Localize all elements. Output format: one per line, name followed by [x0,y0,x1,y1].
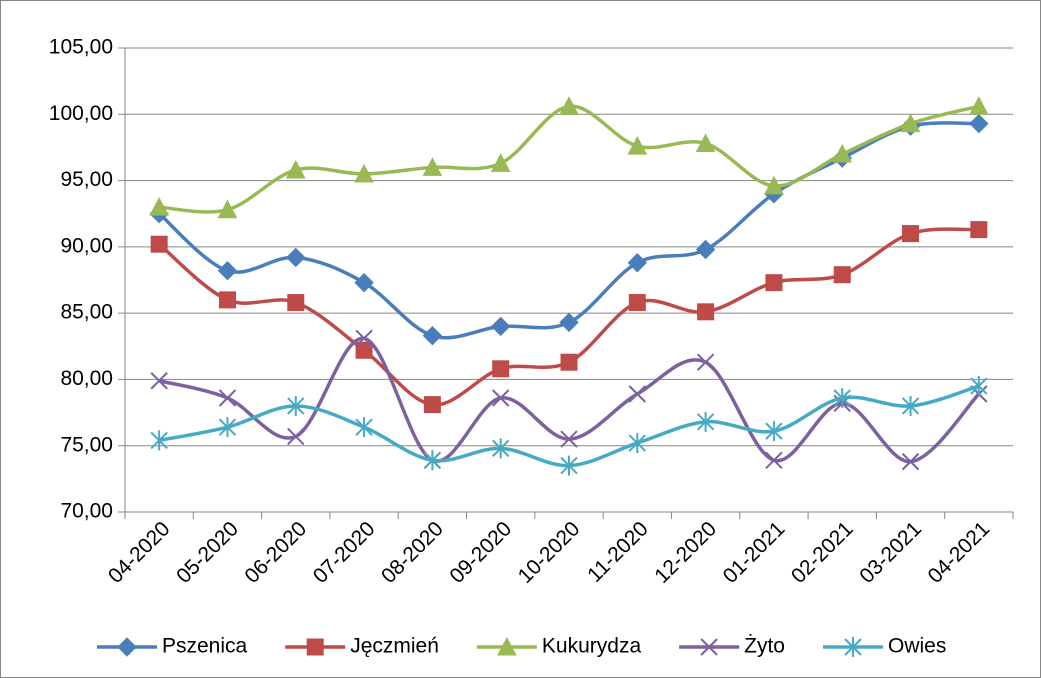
marker [700,638,718,656]
marker [559,96,579,115]
marker [491,389,510,407]
marker [423,396,441,414]
marker [149,197,169,216]
marker [696,353,715,371]
marker [218,389,237,407]
legend-label: Kukurydza [542,635,642,658]
marker [287,294,305,312]
marker [287,427,305,446]
y-tick-label: 70,00 [60,500,113,523]
marker [765,451,783,470]
y-tick-label: 75,00 [60,433,113,456]
marker [150,235,168,253]
marker [286,247,306,268]
marker [492,360,510,378]
marker [695,133,716,152]
marker [901,395,920,416]
marker [833,266,851,284]
marker [422,325,443,346]
marker [490,153,511,172]
marker [627,136,648,155]
marker [217,199,238,219]
legend-label: Jęczmień [350,635,439,658]
legend-label: Żyto [744,635,785,658]
marker [218,291,236,309]
marker [490,316,511,337]
legend-label: Owies [888,635,946,658]
marker [900,113,921,133]
y-tick-label: 95,00 [60,168,113,191]
y-tick-label: 100,00 [49,102,113,125]
marker [423,450,442,471]
marker [354,272,374,293]
marker [628,385,647,403]
marker [491,438,510,459]
marker [560,353,578,371]
marker [765,274,783,292]
marker [354,163,374,183]
marker [355,329,373,348]
marker [355,341,373,359]
y-tick-label: 90,00 [60,234,113,257]
marker [117,637,137,657]
legend: Pszenica Jęczmień Kukurydza Żyto Owies [97,635,946,658]
marker [970,376,988,397]
marker [285,159,306,179]
y-tick-label: 105,00 [49,36,113,59]
marker [628,433,647,454]
marker [627,253,648,273]
marker [628,294,646,312]
marker [844,637,862,657]
marker [150,372,168,390]
marker [765,421,783,442]
marker [560,430,578,448]
marker [355,417,373,438]
marker [150,430,168,451]
marker [697,303,715,321]
marker [559,312,579,333]
marker [422,157,443,176]
marker [560,455,578,476]
legend-label: Pszenica [162,635,248,658]
marker [969,113,989,134]
marker [497,636,517,656]
marker [970,221,988,239]
marker [217,261,238,281]
marker [306,638,324,656]
marker [902,225,920,243]
marker [287,395,305,416]
marker [764,175,784,195]
y-tick-label: 85,00 [60,301,113,324]
marker [901,452,920,471]
marker [832,143,853,163]
marker [696,411,715,432]
marker [218,417,237,438]
y-tick-label: 80,00 [60,367,113,390]
marker [695,239,716,260]
marker [833,387,851,408]
marker [969,96,989,115]
